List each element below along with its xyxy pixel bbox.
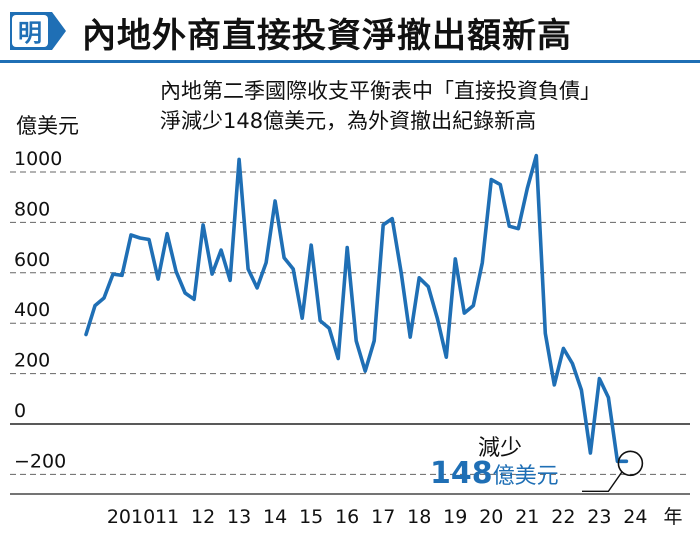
y-tick-label: 800 <box>14 198 50 220</box>
y-tick-label: 400 <box>14 299 50 321</box>
x-tick-label: 19 <box>443 506 467 528</box>
y-tick-label: −200 <box>14 450 66 472</box>
x-tick-label: 20 <box>479 506 503 528</box>
subtitle-line-1: 內地第二季國際收支平衡表中「直接投資負債」 <box>160 79 601 103</box>
x-tick-label: 2010 <box>107 506 155 528</box>
header-divider <box>0 60 700 63</box>
annotation-leader <box>582 470 623 492</box>
y-tick-label: 600 <box>14 249 50 271</box>
annotation-label: 減少 <box>478 436 523 461</box>
annotation-unit: 億美元 <box>492 464 559 489</box>
annotation-marker <box>617 450 644 477</box>
x-tick-label: 12 <box>191 506 215 528</box>
y-tick-label: 200 <box>14 350 50 372</box>
annotation-number: 148 <box>430 456 493 491</box>
x-tick-label: 24 <box>623 506 647 528</box>
header: 明 內地外商直接投資淨撤出額新高 <box>0 0 700 62</box>
series-line <box>84 153 629 464</box>
x-axis-label: 年 <box>663 506 682 528</box>
x-tick-label: 11 <box>155 506 179 528</box>
y-axis-label: 億美元 <box>16 114 79 138</box>
x-tick-label: 15 <box>299 506 323 528</box>
page-title: 內地外商直接投資淨撤出額新高 <box>82 16 572 56</box>
x-tick-label: 14 <box>263 506 287 528</box>
annotation-value: 148億美元 <box>430 456 559 491</box>
x-tick-label: 23 <box>587 506 611 528</box>
x-tick-label: 16 <box>335 506 359 528</box>
x-tick-label: 21 <box>515 506 539 528</box>
x-tick-label: 17 <box>371 506 395 528</box>
logo: 明 <box>10 12 66 50</box>
svg-text:明: 明 <box>18 18 42 47</box>
x-tick-label: 22 <box>551 506 575 528</box>
y-tick-label: 1000 <box>14 148 62 170</box>
chart-subtitle: 內地第二季國際收支平衡表中「直接投資負債」 淨減少148億美元，為外資撤出紀錄新… <box>160 76 601 136</box>
subtitle-line-2: 淨減少148億美元，為外資撤出紀錄新高 <box>160 109 537 133</box>
y-tick-label: 0 <box>14 400 26 422</box>
x-tick-label: 18 <box>407 506 431 528</box>
x-tick-label: 13 <box>227 506 251 528</box>
